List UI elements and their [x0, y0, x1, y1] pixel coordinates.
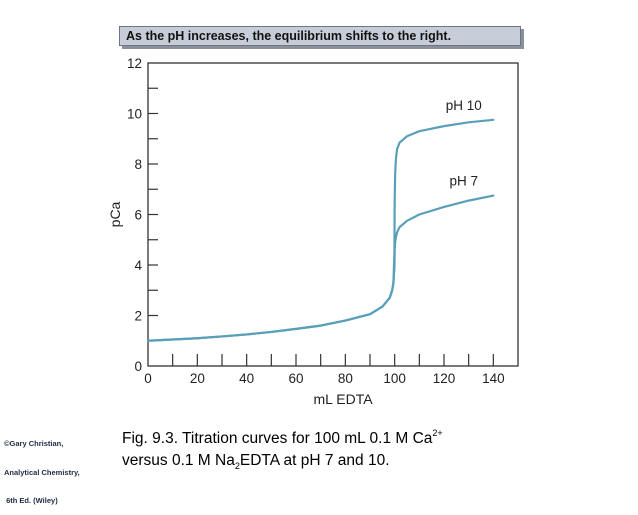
y-tick-label: 10 — [127, 107, 142, 122]
y-tick-label: 12 — [127, 56, 142, 71]
y-tick-label: 8 — [134, 157, 142, 172]
x-tick-label: 60 — [288, 371, 303, 386]
credit-line: 6th Ed. (Wiley) — [4, 496, 58, 505]
caption-text: EDTA at pH 7 and 10. — [239, 452, 390, 469]
x-tick-label: 100 — [383, 371, 406, 386]
caption-line-2: versus 0.1 M Na2EDTA at pH 7 and 10. — [122, 450, 622, 472]
chart-series — [146, 118, 495, 342]
caption-subscript: 2 — [234, 461, 240, 471]
x-tick-label: 40 — [239, 371, 254, 386]
y-tick-label: 4 — [134, 258, 142, 273]
caption-text: versus 0.1 M Na — [122, 452, 235, 469]
credit-line: ©Gary Christian, — [4, 439, 64, 448]
highlight-banner: As the pH increases, the equilibrium shi… — [119, 26, 521, 46]
series-label: pH 7 — [449, 174, 478, 189]
x-tick-label: 0 — [144, 371, 152, 386]
x-tick-label: 20 — [190, 371, 205, 386]
credit-line: Analytical Chemistry, — [4, 467, 80, 477]
chart-labels: pH 10 pH 7 — [446, 98, 482, 189]
caption-line-1: Fig. 9.3. Titration curves for 100 mL 0.… — [122, 428, 622, 450]
y-tick-label: 6 — [134, 208, 142, 223]
caption-text: Fig. 9.3. Titration curves for 100 mL 0.… — [122, 430, 433, 447]
series-line — [146, 194, 495, 342]
x-axis-label: mL EDTA — [313, 391, 373, 407]
series-line — [146, 118, 495, 342]
x-tick-label: 120 — [433, 371, 456, 386]
x-tick-label: 80 — [338, 371, 353, 386]
x-tick-label: 140 — [482, 371, 505, 386]
y-axis-label: pCa — [107, 201, 123, 227]
y-tick-label: 0 — [134, 359, 142, 374]
figure-caption: Fig. 9.3. Titration curves for 100 mL 0.… — [122, 428, 622, 472]
caption-superscript: 2+ — [432, 428, 443, 438]
series-label: pH 10 — [446, 98, 482, 113]
copyright-credit: ©Gary Christian, Analytical Chemistry, 6… — [4, 420, 80, 515]
y-tick-label: 2 — [134, 309, 142, 324]
